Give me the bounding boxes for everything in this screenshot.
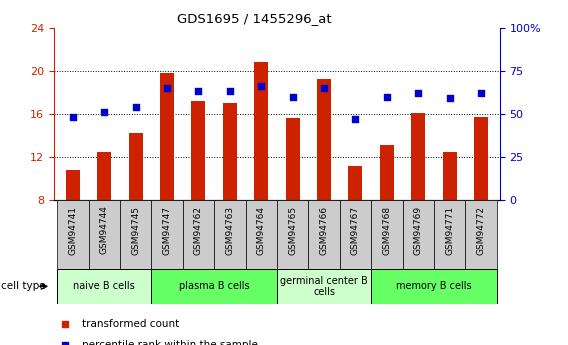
Bar — [151, 200, 183, 269]
Bar — [223, 103, 237, 200]
Text: naive B cells: naive B cells — [73, 282, 135, 291]
Bar — [474, 117, 488, 200]
Bar — [308, 200, 340, 269]
Point — [257, 83, 266, 89]
Text: transformed count: transformed count — [82, 319, 179, 329]
Text: GSM94765: GSM94765 — [288, 206, 297, 255]
Text: GSM94741: GSM94741 — [68, 206, 77, 255]
Bar — [120, 200, 151, 269]
Bar — [411, 113, 425, 200]
Text: GSM94768: GSM94768 — [382, 206, 391, 255]
Bar — [57, 269, 151, 304]
Bar — [191, 101, 206, 200]
Bar — [442, 151, 457, 200]
Point — [68, 115, 77, 120]
Text: cell type: cell type — [1, 282, 46, 291]
Text: GSM94771: GSM94771 — [445, 206, 454, 255]
Bar — [348, 166, 362, 200]
Point — [131, 104, 140, 110]
Bar — [57, 200, 89, 269]
Bar — [277, 200, 308, 269]
Point — [61, 342, 70, 345]
Bar — [434, 200, 465, 269]
Bar — [286, 118, 300, 200]
Bar — [183, 200, 214, 269]
Text: GSM94744: GSM94744 — [100, 206, 108, 255]
Point — [99, 109, 108, 115]
Bar — [151, 269, 277, 304]
Bar — [380, 145, 394, 200]
Bar — [66, 170, 80, 200]
Bar — [277, 269, 371, 304]
Text: GSM94769: GSM94769 — [414, 206, 423, 255]
Text: plasma B cells: plasma B cells — [179, 282, 249, 291]
Bar — [245, 200, 277, 269]
Bar — [97, 151, 111, 200]
Point — [445, 96, 454, 101]
Bar — [465, 200, 496, 269]
Bar — [254, 62, 268, 200]
Point — [382, 94, 391, 99]
Point — [477, 90, 486, 96]
Bar — [340, 200, 371, 269]
Text: percentile rank within the sample: percentile rank within the sample — [82, 340, 258, 345]
Point — [225, 89, 235, 94]
Bar — [317, 79, 331, 200]
Bar — [89, 200, 120, 269]
Text: GSM94763: GSM94763 — [225, 206, 235, 255]
Text: GSM94767: GSM94767 — [351, 206, 360, 255]
Bar — [371, 200, 403, 269]
Bar — [128, 133, 143, 200]
Text: GSM94764: GSM94764 — [257, 206, 266, 255]
Bar — [403, 200, 434, 269]
Point — [162, 85, 172, 91]
Point — [414, 90, 423, 96]
Point — [319, 85, 328, 91]
Point — [194, 89, 203, 94]
Text: GSM94762: GSM94762 — [194, 206, 203, 255]
Point — [288, 94, 297, 99]
Text: GSM94766: GSM94766 — [319, 206, 328, 255]
Text: GSM94772: GSM94772 — [477, 206, 486, 255]
Text: GSM94747: GSM94747 — [162, 206, 172, 255]
Text: memory B cells: memory B cells — [396, 282, 471, 291]
Point — [351, 116, 360, 122]
Bar — [214, 200, 245, 269]
Bar — [160, 73, 174, 200]
Bar — [371, 269, 496, 304]
Text: germinal center B
cells: germinal center B cells — [280, 276, 368, 297]
Point — [61, 322, 70, 327]
Text: GSM94745: GSM94745 — [131, 206, 140, 255]
Title: GDS1695 / 1455296_at: GDS1695 / 1455296_at — [177, 12, 332, 25]
